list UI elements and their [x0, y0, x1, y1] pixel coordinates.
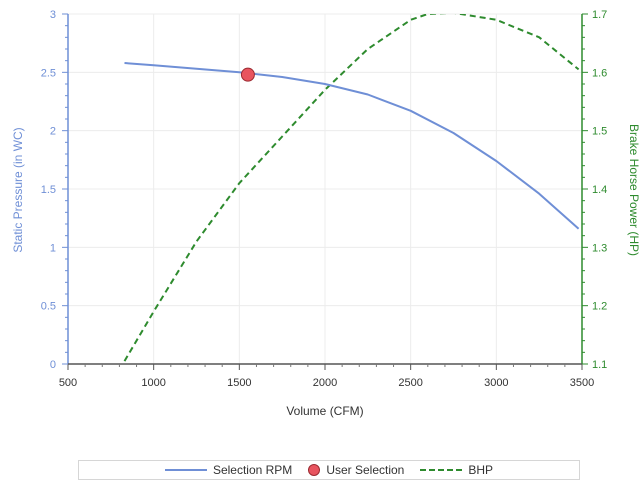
grid: [67, 13, 583, 365]
legend-label: Selection RPM: [212, 463, 293, 477]
legend-swatch-dashed: [420, 469, 463, 471]
y-left-tick-label: 2: [50, 126, 56, 138]
legend-swatch-dot: [308, 464, 321, 476]
legend-label: User Selection: [326, 463, 405, 477]
y-left-axis-title: Static Pressure (in WC): [11, 127, 25, 252]
x-tick-label: 1500: [227, 377, 251, 389]
bhp-line: [123, 14, 580, 362]
y-right-tick-label: 1.7: [592, 9, 607, 21]
selection-rpm-line: [124, 62, 580, 230]
axes: 500 1000 1500 2000 2500 3000 3500 0 0.5 1 1.5 2 2.5 3…: [41, 9, 608, 389]
y-right-tick-label: 1.4: [592, 184, 607, 196]
x-tick-label: 1000: [141, 377, 165, 389]
x-tick-label: 2000: [313, 377, 337, 389]
legend-item-user-selection: User Selection: [308, 463, 404, 477]
y-left-tick-label: 0.5: [41, 301, 56, 313]
x-axis-title: Volume (CFM): [286, 404, 363, 418]
legend: Selection RPM User Selection BHP: [78, 460, 580, 480]
y-right-tick-label: 1.1: [592, 359, 607, 371]
legend-label: BHP: [468, 463, 494, 477]
y-right-tick-label: 1.2: [592, 301, 607, 313]
y-left-tick-label: 2.5: [41, 67, 56, 79]
y-left-tick-label: 3: [50, 9, 56, 21]
legend-item-selection-rpm: Selection RPM: [164, 463, 293, 477]
y-right-tick-label: 1.3: [592, 242, 607, 254]
legend-item-bhp: BHP: [420, 463, 493, 477]
user-selection-point: [240, 67, 255, 82]
y-right-axis-title: Brake Horse Power (HP): [627, 124, 641, 256]
y-left-tick-label: 1.5: [41, 184, 56, 196]
x-tick-label: 3000: [484, 377, 508, 389]
legend-swatch-line: [164, 469, 207, 471]
x-tick-label: 2500: [398, 377, 422, 389]
y-left-tick-label: 1: [50, 242, 56, 254]
y-right-tick-label: 1.5: [592, 126, 607, 138]
x-tick-label: 3500: [570, 377, 594, 389]
y-right-tick-label: 1.6: [592, 67, 607, 79]
series-layer: [123, 14, 580, 362]
y-left-tick-label: 0: [50, 359, 56, 371]
x-tick-label: 500: [59, 377, 77, 389]
